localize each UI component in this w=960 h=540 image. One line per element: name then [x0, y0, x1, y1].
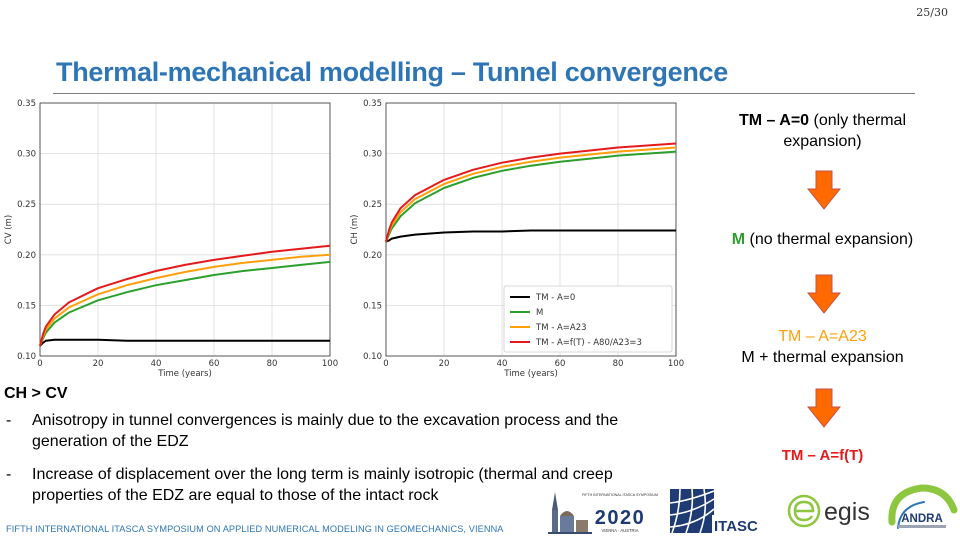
x-tick-label: 80 — [613, 359, 624, 369]
legend-label: TM - A=A23 — [535, 323, 587, 333]
flow-arrow-3-icon — [807, 388, 841, 428]
x-tick-label: 40 — [151, 359, 162, 369]
flow-step-tm-aft: TM – A=f(T) — [781, 447, 864, 464]
andra-tagline-decor — [898, 525, 946, 528]
flow-step-tm-a0-desc: (only thermal expansion) — [783, 112, 906, 150]
x-axis-label: Time (years) — [157, 369, 212, 379]
legend-label: M — [536, 308, 543, 318]
flow-step-tm-a23-label: TM – A=A23 — [778, 328, 867, 345]
series-line-TM - A=f(T) - A80/A23=3 — [385, 142, 677, 242]
x-tick-label: 20 — [93, 359, 104, 369]
andra-logo: ANDRA — [888, 484, 958, 529]
flow-step-m: M (no thermal expansion) — [700, 229, 945, 250]
flow-arrow-1-icon — [807, 170, 841, 210]
itasca-emblem-icon — [669, 488, 715, 534]
itasca-logo: ITASCA — [669, 488, 758, 535]
series-line-TM - A=A23 — [385, 146, 677, 242]
egis-e-icon — [787, 494, 821, 528]
y-tick-label: 0.25 — [363, 200, 382, 210]
footer-text: FIFTH INTERNATIONAL ITASCA SYMPOSIUM ON … — [6, 524, 504, 534]
y-tick-label: 0.20 — [17, 251, 36, 261]
series-line-TM - A=f(T) - A80/A23=3 — [39, 244, 331, 347]
series-line-M — [39, 260, 331, 347]
x-tick-label: 100 — [668, 359, 684, 369]
series-line-M — [385, 150, 677, 242]
andra-wordmark: ANDRA — [901, 513, 943, 525]
bullet-displacement-text: Increase of displacement over the long t… — [32, 466, 613, 504]
flow-step-m-desc: (no thermal expansion) — [745, 231, 914, 248]
y-tick-label: 0.35 — [363, 99, 382, 109]
y-axis-label: CV (m) — [4, 215, 14, 244]
symposium-2020-logo: FIFTH INTERNATIONAL ITASCA SYMPOSIUM 202… — [548, 492, 658, 534]
y-tick-label: 0.15 — [17, 301, 36, 311]
y-tick-label: 0.10 — [363, 352, 382, 362]
x-tick-label: 60 — [209, 359, 220, 369]
y-axis-label: CH (m) — [350, 215, 360, 245]
y-tick-label: 0.30 — [363, 150, 382, 160]
legend-box — [503, 285, 673, 353]
legend-label: TM - A=f(T) - A80/A23=3 — [535, 338, 642, 348]
plot-frame — [39, 102, 331, 357]
egis-wordmark: egis — [824, 498, 870, 526]
symposium-city: VIENNA · AUSTRIA — [602, 528, 639, 533]
flow-step-m-label: M — [731, 231, 746, 248]
legend-label: TM - A=0 — [535, 293, 575, 303]
ch-cv-statement: CH > CV — [4, 385, 68, 402]
x-tick-label: 0 — [37, 359, 42, 369]
ch-chart: 0.10 0.15 0.20 0.25 0.30 0.35 0 20 40 60 80 100 Time… — [350, 99, 684, 379]
x-tick-label: 40 — [497, 359, 508, 369]
y-tick-label: 0.35 — [17, 99, 36, 109]
series-line-TM - A=A23 — [39, 253, 331, 347]
flow-arrow-2-icon — [807, 274, 841, 314]
bullet-anisotropy-text: Anisotropy in tunnel convergences is mai… — [32, 412, 619, 450]
andra-swirl-icon — [888, 484, 958, 529]
flow-step-tm-a23-desc: M + thermal expansion — [741, 349, 904, 366]
y-tick-label: 0.10 — [17, 352, 36, 362]
x-tick-label: 60 — [555, 359, 566, 369]
slide-title: Thermal-mechanical modelling – Tunnel co… — [56, 57, 728, 87]
series-line-TM - A=0 — [39, 338, 330, 347]
bullet-displacement: - Increase of displacement over the long… — [4, 464, 644, 506]
y-tick-label: 0.20 — [363, 251, 382, 261]
egis-logo: egis — [787, 494, 870, 528]
bullet-dash: - — [6, 466, 12, 483]
conclusions: CH > CV - Anisotropy in tunnel convergen… — [4, 385, 654, 518]
x-axis-label: Time (years) — [503, 369, 558, 379]
bullet-dash: - — [6, 412, 12, 429]
flow-step-tm-a23: TM – A=A23 M + thermal expansion — [700, 326, 945, 368]
title-divider — [53, 93, 915, 94]
series-line-TM - A=0 — [385, 229, 676, 243]
y-tick-label: 0.30 — [17, 150, 36, 160]
bullet-anisotropy: - Anisotropy in tunnel convergences is m… — [4, 410, 654, 452]
itasca-wordmark: ITASCA — [714, 518, 758, 535]
cv-chart: 0.10 0.15 0.20 0.25 0.30 0.35 0 20 40 60 80 100 Time… — [4, 99, 338, 379]
flow-step-tm-a0-label: TM – A=0 — [738, 112, 810, 129]
x-tick-label: 0 — [383, 359, 388, 369]
x-tick-label: 80 — [267, 359, 278, 369]
vienna-city-icon — [548, 492, 592, 534]
x-tick-label: 20 — [439, 359, 450, 369]
y-tick-label: 0.25 — [17, 200, 36, 210]
flow-step-tm-a0: TM – A=0 (only thermal expansion) — [700, 110, 945, 152]
page-number: 25/30 — [916, 6, 948, 19]
x-tick-label: 100 — [322, 359, 338, 369]
y-tick-label: 0.15 — [363, 301, 382, 311]
symposium-year: 2020 — [595, 507, 646, 529]
symposium-small-label: FIFTH INTERNATIONAL ITASCA SYMPOSIUM — [582, 493, 658, 497]
